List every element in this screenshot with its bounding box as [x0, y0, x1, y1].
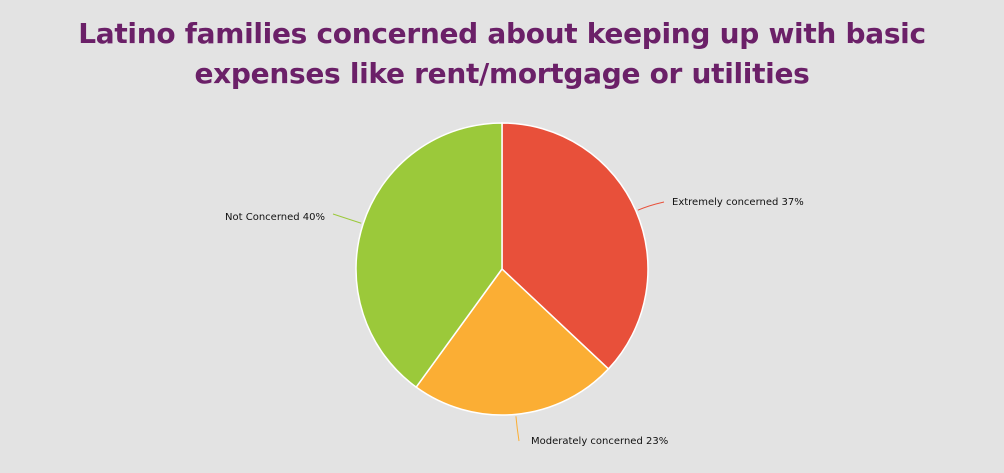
pie-slice [501, 122, 649, 371]
pie-slice [355, 122, 503, 389]
chart-title: Latino families concerned about keeping … [78, 17, 926, 90]
data-label: Moderately concerned 23% [531, 436, 668, 447]
pie-slice [415, 267, 610, 416]
leader-line [637, 201, 665, 211]
leader-line [332, 213, 362, 224]
leader-line [515, 416, 520, 442]
data-label: Not Concerned 40% [225, 212, 325, 223]
data-label: Extremely concerned 37% [672, 197, 804, 208]
